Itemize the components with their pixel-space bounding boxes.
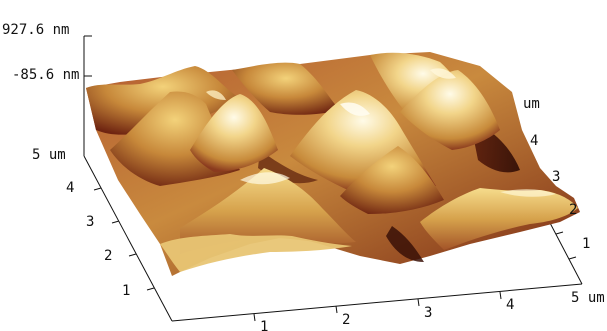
right-tick-label: 1 bbox=[582, 236, 590, 252]
right-axis-unit-label: um bbox=[523, 96, 540, 112]
y-tick-label: 1 bbox=[122, 283, 130, 299]
y-tick-label: 3 bbox=[86, 214, 94, 230]
x-axis-end-label: 5 um bbox=[571, 290, 605, 306]
z-min-label: -85.6 nm bbox=[12, 67, 79, 83]
y-tick-label: 2 bbox=[104, 248, 112, 264]
y-tick-label: 4 bbox=[66, 180, 74, 196]
x-tick-label: 1 bbox=[260, 319, 268, 331]
right-tick-label: 2 bbox=[569, 202, 577, 218]
x-tick-label: 2 bbox=[342, 312, 350, 328]
surface-topography bbox=[86, 52, 580, 276]
y-axis-end-label: 5 um bbox=[32, 147, 66, 163]
x-tick-label: 4 bbox=[506, 297, 514, 313]
right-tick-label: 3 bbox=[552, 169, 560, 185]
x-axis-line bbox=[171, 283, 583, 322]
right-tick-label: 4 bbox=[530, 133, 538, 149]
x-tick-label: 3 bbox=[424, 305, 432, 321]
y-axis-line bbox=[83, 155, 173, 322]
z-max-label: 927.6 nm bbox=[2, 22, 69, 38]
